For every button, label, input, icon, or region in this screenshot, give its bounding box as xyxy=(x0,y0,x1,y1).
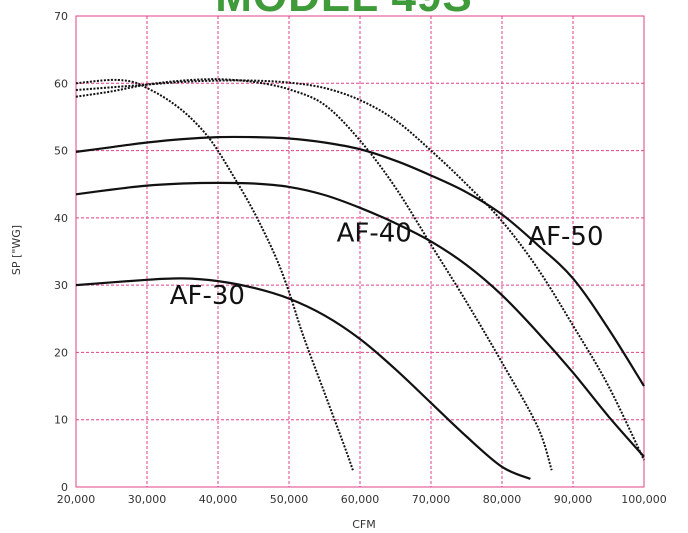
x-axis-label: CFM xyxy=(352,518,376,531)
y-tick-label: 70 xyxy=(54,10,68,23)
x-tick-label: 20,000 xyxy=(57,493,96,506)
dashed-curve-3 xyxy=(75,78,354,471)
solid-curve-2 xyxy=(75,135,645,387)
plot-frame xyxy=(75,15,645,488)
x-tick-label: 30,000 xyxy=(128,493,167,506)
annotation-label: AF-40 xyxy=(337,218,412,248)
y-tick-label: 60 xyxy=(54,77,68,90)
y-tick-label: 40 xyxy=(54,212,68,225)
y-tick-label: 0 xyxy=(61,481,68,494)
y-tick-label: 50 xyxy=(54,145,68,158)
annotation-label: AF-30 xyxy=(170,281,245,311)
solid-curve-1 xyxy=(75,181,645,458)
curves xyxy=(75,78,645,480)
solid-curve-0 xyxy=(75,277,531,480)
y-tick-label: 30 xyxy=(54,279,68,292)
x-tick-label: 100,000 xyxy=(621,493,667,506)
annotation-label: AF-50 xyxy=(528,222,603,252)
x-tick-label: 50,000 xyxy=(270,493,309,506)
annotations: AF-30 AF-40 AF-50 xyxy=(170,218,604,311)
x-tick-label: 80,000 xyxy=(483,493,522,506)
x-tick-label: 60,000 xyxy=(341,493,380,506)
y-axis-label: SP ["WG] xyxy=(10,225,23,275)
x-tick-label: 40,000 xyxy=(199,493,238,506)
x-tick-label: 90,000 xyxy=(554,493,593,506)
y-tick-label: 10 xyxy=(54,414,68,427)
grid xyxy=(75,15,645,488)
tick-labels: 20,000 30,000 40,000 50,000 60,000 70,000 80,0… xyxy=(54,10,667,506)
x-tick-label: 70,000 xyxy=(412,493,451,506)
dashed-curve-5 xyxy=(75,79,645,461)
y-tick-label: 20 xyxy=(54,346,68,359)
